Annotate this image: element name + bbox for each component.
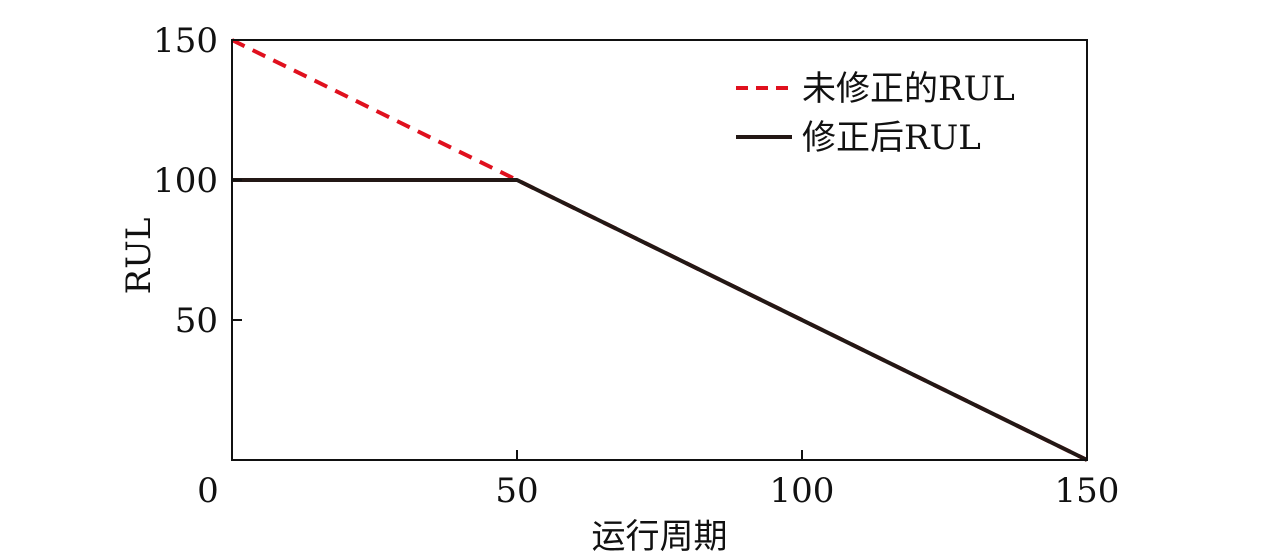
- x-tick-label: 100: [770, 471, 835, 511]
- axis-ticks: [231, 39, 1088, 460]
- y-tick-label: 50: [175, 301, 218, 341]
- plot-lines: [231, 38, 1088, 462]
- plot-frame: [231, 39, 1088, 461]
- series-line-1: [232, 178, 1088, 462]
- y-tick-label: 100: [153, 161, 218, 201]
- x-axis-title: 运行周期: [592, 517, 728, 557]
- x-tick-label: 150: [1055, 471, 1120, 511]
- y-tick-label: 150: [153, 21, 218, 61]
- legend: 未修正的RUL 修正后RUL: [736, 69, 1015, 158]
- y-axis-title: RUL: [119, 218, 159, 295]
- legend-label-uncorrected-rul: 未修正的RUL: [802, 69, 1015, 109]
- x-tick-label: 50: [495, 471, 538, 511]
- tick-labels: 0 50 100 150 50 100 150: [153, 21, 1119, 511]
- legend-label-corrected-rul: 修正后RUL: [802, 118, 981, 158]
- x-tick-label: 0: [197, 471, 219, 511]
